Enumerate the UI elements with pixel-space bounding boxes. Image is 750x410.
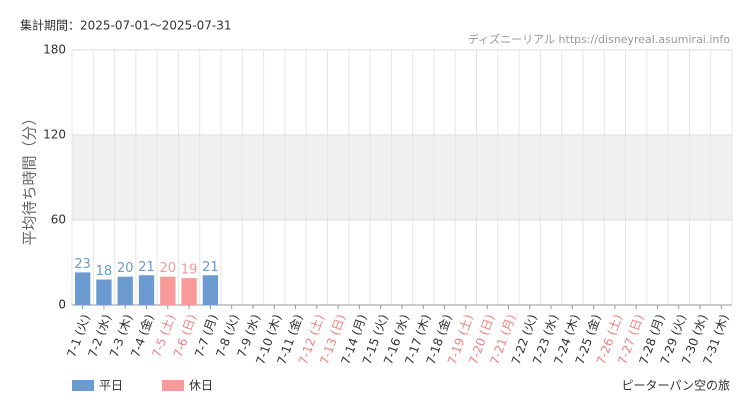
- legend-label: 休日: [189, 379, 213, 393]
- value-label: 20: [117, 261, 134, 276]
- y-axis-label: 平均待ち時間（分）: [21, 110, 39, 245]
- legend-label: 平日: [99, 379, 123, 393]
- bar: [117, 276, 133, 305]
- bar: [74, 272, 91, 305]
- legend-swatch: [72, 380, 94, 391]
- value-label: 23: [74, 257, 91, 272]
- legend-swatch: [162, 380, 184, 391]
- value-label: 20: [160, 261, 177, 276]
- bar: [202, 275, 219, 305]
- value-label: 18: [96, 264, 113, 279]
- band: [72, 135, 732, 220]
- value-label: 21: [138, 260, 155, 275]
- bar: [160, 276, 176, 305]
- y-tick-label: 120: [43, 128, 66, 142]
- source: ディズニーリアル https://disneyreal.asumirai.inf…: [468, 32, 730, 46]
- bar: [96, 279, 112, 305]
- value-label: 21: [202, 260, 219, 275]
- bar: [138, 275, 155, 305]
- y-tick-label: 0: [58, 298, 66, 312]
- y-tick-label: 60: [51, 213, 66, 227]
- bar: [181, 278, 197, 305]
- chart-title: 集計期間：2025-07-01〜2025-07-31: [20, 18, 231, 33]
- y-tick-label: 180: [43, 43, 66, 57]
- value-label: 19: [181, 263, 198, 278]
- attraction: ピーターパン空の旅: [622, 379, 730, 393]
